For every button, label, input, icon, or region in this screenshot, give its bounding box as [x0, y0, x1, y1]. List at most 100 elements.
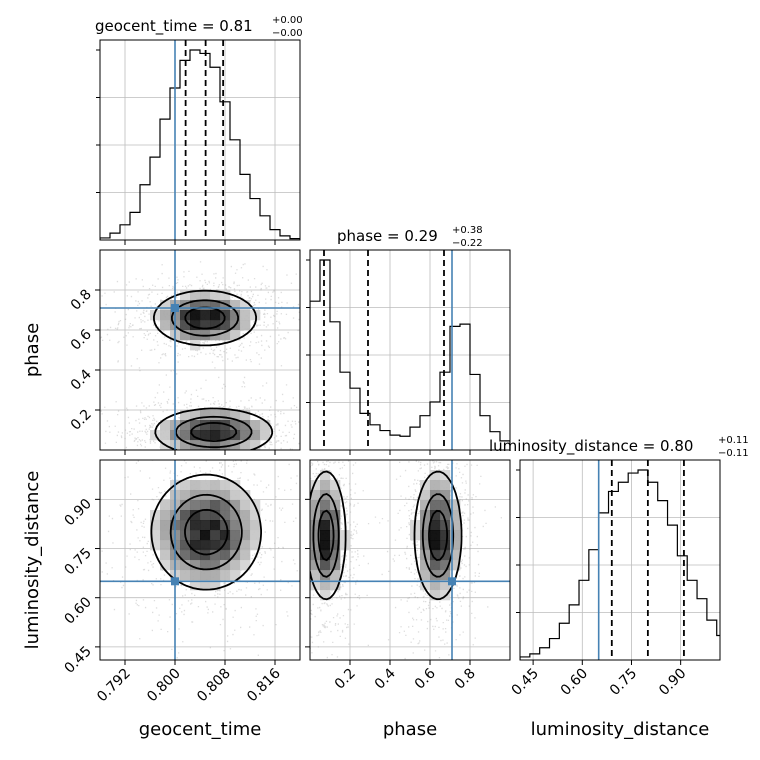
density-bin — [190, 570, 201, 581]
joint-luminosity_distance_vs_geocent_time-frame — [99, 459, 301, 661]
density-bin — [200, 290, 211, 301]
contour-level-2 — [317, 509, 448, 562]
density-bin — [160, 420, 171, 431]
density-bin — [150, 530, 161, 541]
density-bin — [440, 550, 451, 561]
density-bin — [320, 560, 331, 571]
density-bin — [160, 530, 171, 541]
density-bin — [450, 500, 461, 511]
density-bin — [200, 310, 211, 321]
density-bin — [240, 530, 251, 541]
contour-level-1 — [171, 299, 253, 449]
density-bin — [220, 550, 231, 561]
density-bin — [320, 470, 331, 481]
hist-geocent_time-frame — [99, 39, 301, 241]
density-bin — [220, 440, 231, 450]
density-bin — [210, 580, 221, 591]
density-bin — [210, 300, 221, 311]
density-bin — [440, 560, 451, 571]
density-bin — [430, 520, 441, 531]
density-bin — [190, 430, 201, 441]
density-bin — [220, 290, 231, 301]
density-bin — [330, 510, 341, 521]
hist-step-luminosity_distance — [520, 469, 720, 660]
density-bin — [260, 430, 271, 441]
title-luminosity-distance-minus: −0.11 — [718, 448, 749, 459]
density-bin — [180, 550, 191, 561]
density-bin — [210, 410, 221, 421]
density-bin — [150, 520, 161, 531]
density-bin — [210, 490, 221, 501]
density-bin — [230, 560, 241, 571]
density-bin — [200, 580, 211, 591]
density-bin — [200, 410, 211, 421]
title-luminosity-distance: luminosity_distance = 0.80 +0.11 −0.11 — [489, 435, 749, 459]
density-bin — [190, 490, 201, 501]
density-bin — [200, 520, 211, 531]
density-bin — [230, 500, 241, 511]
density-bin — [180, 570, 191, 581]
density-bin — [210, 550, 221, 561]
density-bin — [450, 540, 461, 551]
xlabel-luminosity-distance: luminosity_distance — [531, 719, 710, 740]
density-bin — [250, 440, 261, 450]
density-bin — [210, 510, 221, 521]
density-bin — [230, 410, 241, 421]
density-bin — [330, 550, 341, 561]
density-bin — [160, 430, 171, 441]
density-bin — [180, 290, 191, 301]
density-bin — [240, 410, 251, 421]
density-bin — [220, 310, 231, 321]
density-bin — [440, 490, 451, 501]
density-bin — [330, 480, 341, 491]
density-bin — [180, 440, 191, 450]
density-bin — [430, 550, 441, 561]
density-bin — [450, 550, 461, 561]
truth-marker — [171, 577, 179, 586]
density-bin — [180, 300, 191, 311]
density-bin — [230, 520, 241, 531]
density-bin — [230, 310, 241, 321]
density-bin — [240, 440, 251, 450]
density-bin — [220, 520, 231, 531]
density-bin — [190, 420, 201, 431]
density-bin — [180, 430, 191, 441]
title-geocent-time-main: geocent_time = 0.81 — [95, 17, 253, 36]
density-bin — [320, 510, 331, 521]
density-bin — [330, 540, 341, 551]
density-bin — [190, 580, 201, 591]
density-bin — [200, 320, 211, 331]
density-bin — [220, 410, 231, 421]
density-bin — [200, 480, 211, 491]
density-bin — [420, 540, 431, 551]
contour-level-1 — [169, 493, 243, 571]
density-bin — [440, 500, 451, 511]
density-bin — [220, 300, 231, 311]
density-bin — [160, 540, 171, 551]
density-bin — [250, 530, 261, 541]
density-bin — [180, 540, 191, 551]
density-bin — [210, 480, 221, 491]
density-bin — [190, 550, 201, 561]
density-bin — [210, 560, 221, 571]
density-bin — [430, 580, 441, 591]
density-bin — [240, 300, 251, 311]
density-bin — [420, 570, 431, 581]
density-bin — [210, 310, 221, 321]
density-bin — [320, 530, 331, 541]
density-bin — [430, 480, 441, 491]
density-bin — [450, 520, 461, 531]
density-bin — [190, 560, 201, 571]
density-bin — [440, 480, 451, 491]
density-bin — [210, 520, 221, 531]
density-bin — [330, 530, 341, 541]
density-bin — [310, 560, 321, 571]
density-bin — [160, 500, 171, 511]
density-bin — [200, 420, 211, 431]
density-bin — [440, 510, 451, 521]
density-bin — [210, 320, 221, 331]
density-bin — [430, 560, 441, 571]
density-bin — [210, 540, 221, 551]
density-bin — [310, 480, 321, 491]
